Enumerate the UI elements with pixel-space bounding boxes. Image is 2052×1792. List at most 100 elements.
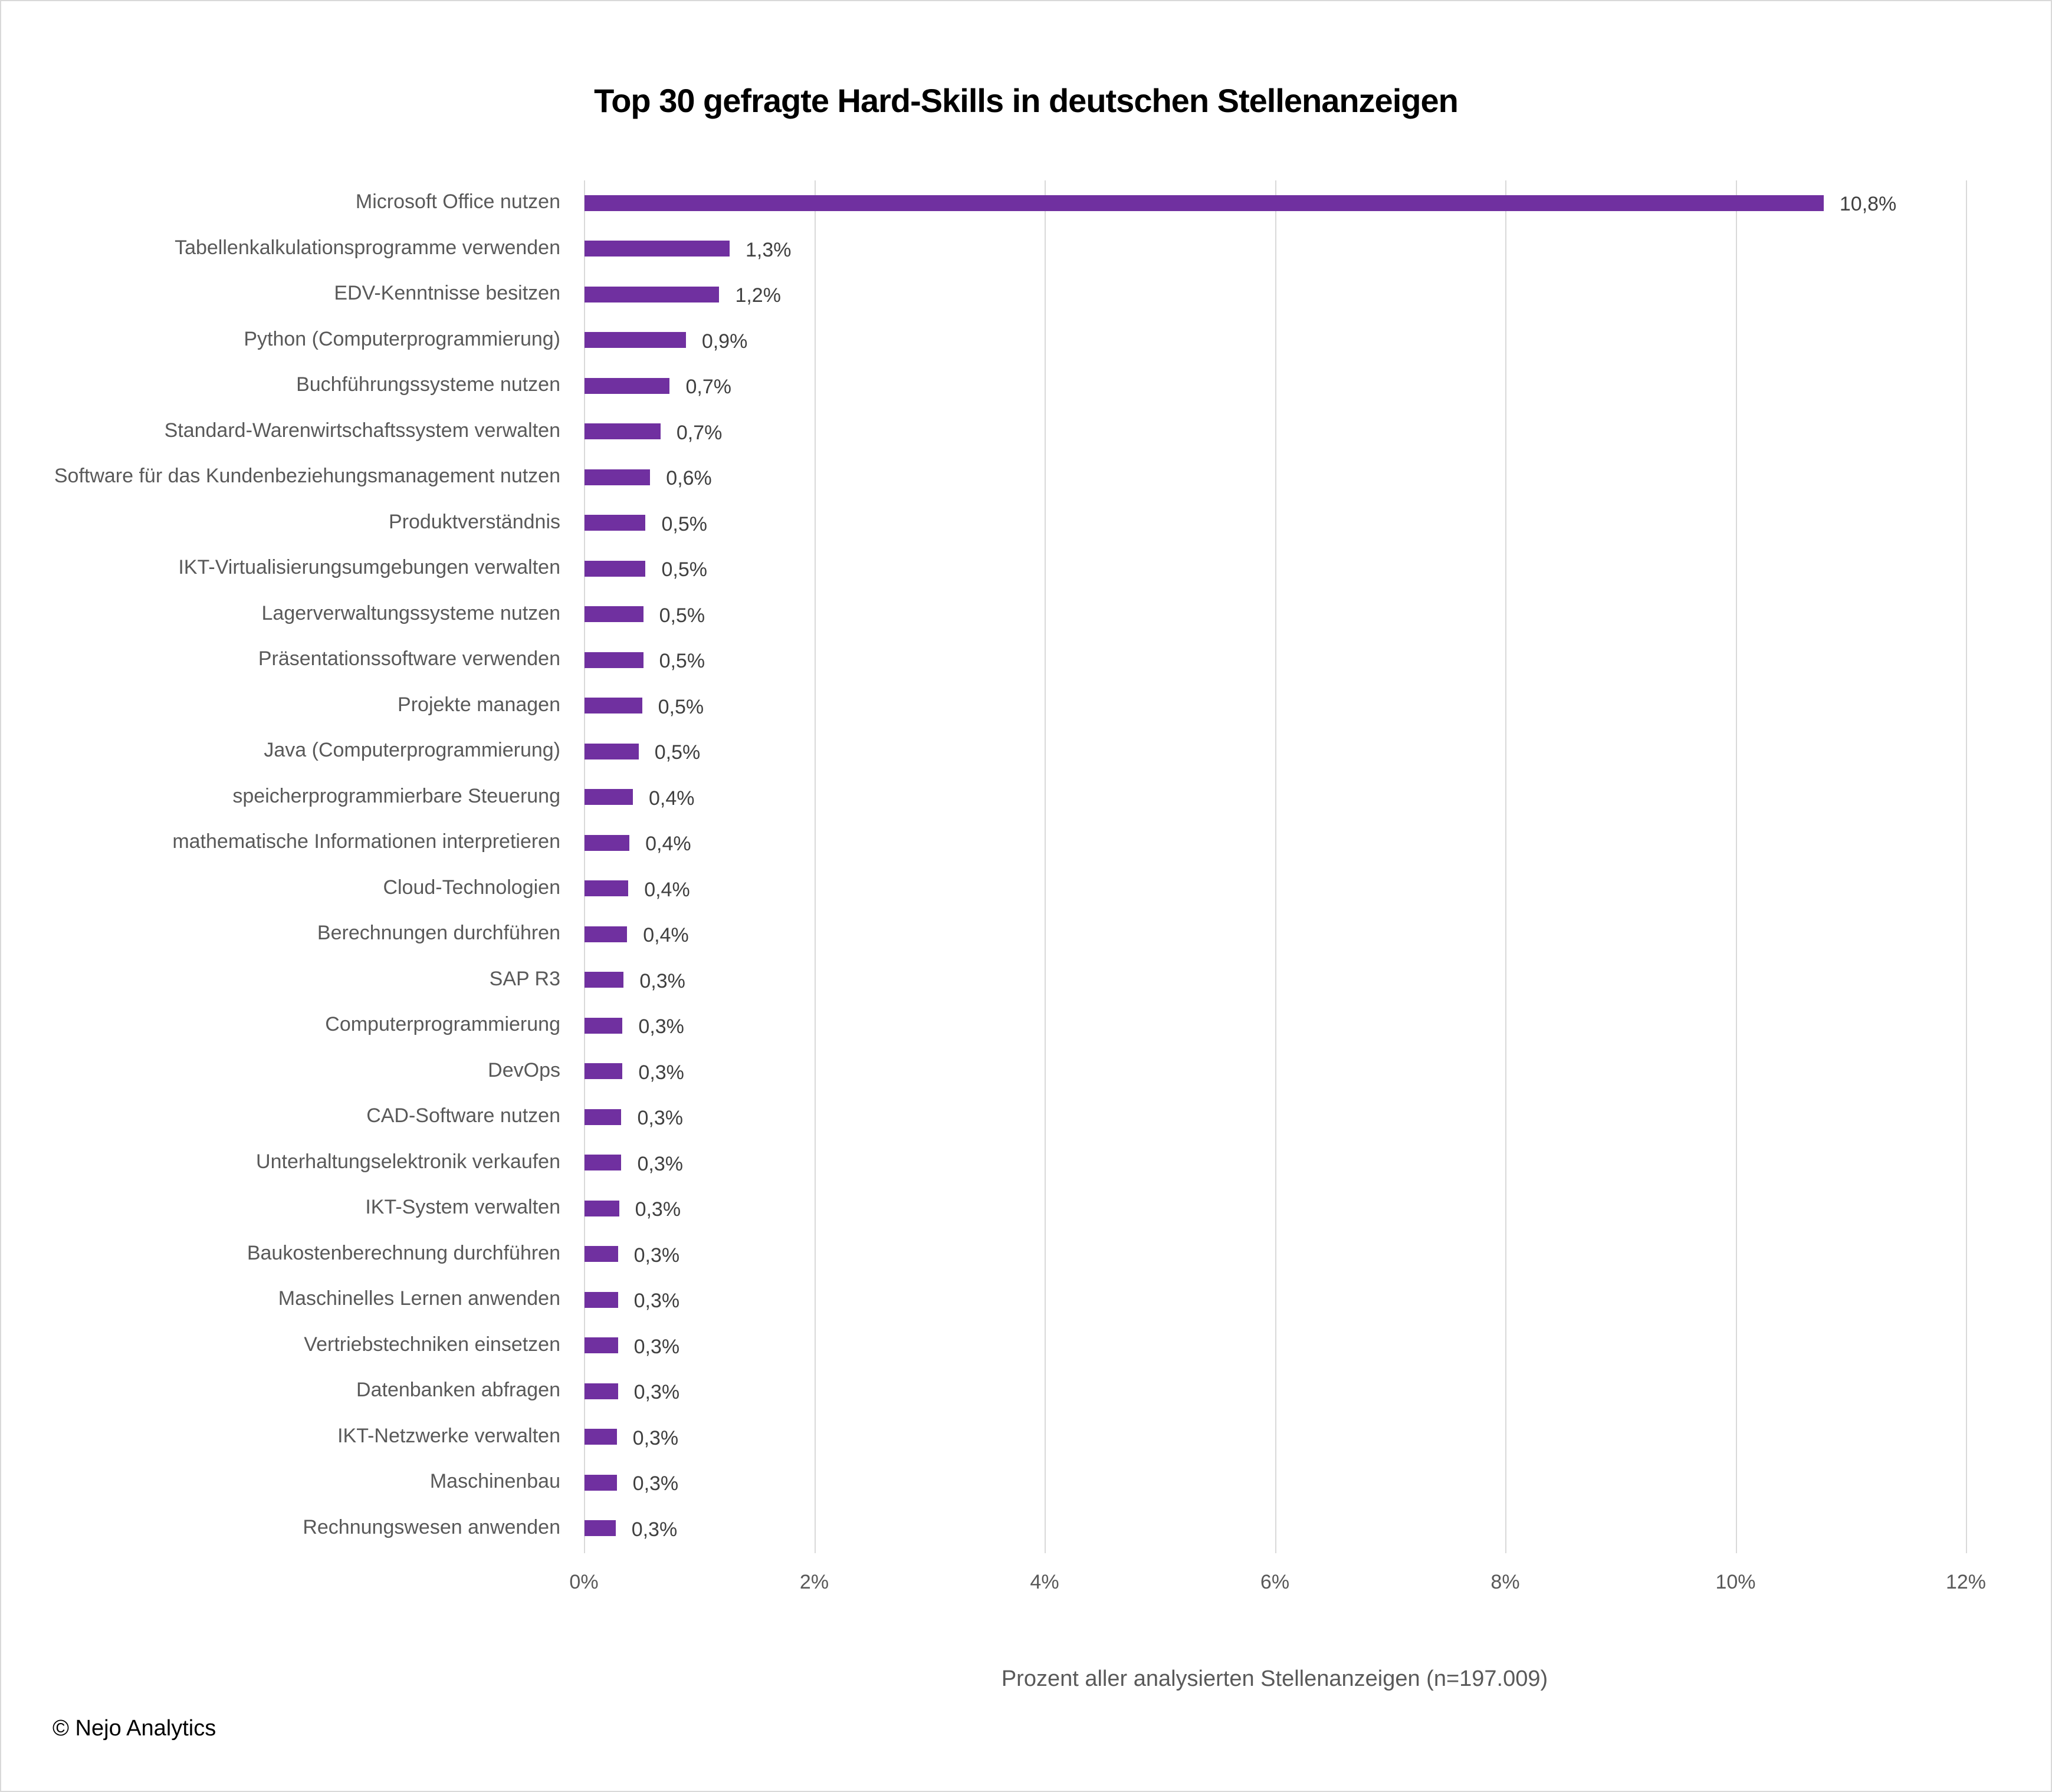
- gridline: [584, 180, 585, 1553]
- data-label: 0,5%: [659, 650, 705, 672]
- data-label: 0,5%: [659, 604, 705, 627]
- data-label: 0,9%: [701, 330, 748, 353]
- x-tick-label: 8%: [1490, 1571, 1520, 1593]
- data-label: 0,3%: [633, 1244, 680, 1267]
- category-label: IKT-Netzwerke verwalten: [337, 1424, 560, 1447]
- bar: [585, 1246, 618, 1262]
- category-label: Baukostenberechnung durchführen: [247, 1241, 560, 1264]
- data-label: 0,7%: [685, 376, 731, 398]
- category-label: Python (Computerprogrammierung): [244, 327, 560, 350]
- category-label: Cloud-Technologien: [383, 876, 560, 899]
- category-label: EDV-Kenntnisse besitzen: [334, 282, 560, 304]
- bar: [585, 423, 661, 439]
- copyright-notice: © Nejo Analytics: [52, 1716, 216, 1741]
- bar: [585, 972, 624, 988]
- bar: [585, 1383, 618, 1399]
- category-label: Datenbanken abfragen: [356, 1379, 560, 1401]
- category-label: Java (Computerprogrammierung): [264, 739, 560, 761]
- bar: [585, 1109, 622, 1125]
- bar: [585, 241, 730, 257]
- data-label: 0,3%: [637, 1152, 683, 1175]
- category-label: Vertriebstechniken einsetzen: [304, 1333, 560, 1356]
- plot-area: Microsoft Office nutzen 10,8% Tabellenkalk…: [54, 180, 1967, 1553]
- bar: [585, 698, 642, 713]
- category-label: IKT-Virtualisierungsumgebungen verwalten: [178, 556, 560, 578]
- bar: [585, 469, 651, 485]
- bar: [585, 1155, 622, 1170]
- bar: [585, 1291, 618, 1308]
- data-label: 0,3%: [633, 1290, 680, 1312]
- category-label: Lagerverwaltungssysteme nutzen: [261, 601, 561, 624]
- gridline: [1045, 180, 1046, 1553]
- data-label: 0,5%: [658, 695, 704, 718]
- category-label: Computerprogrammierung: [325, 1013, 560, 1035]
- bar: [585, 1520, 616, 1536]
- data-label: 0,3%: [633, 1335, 680, 1358]
- bar: [585, 1063, 623, 1079]
- category-label: IKT-System verwalten: [365, 1196, 560, 1218]
- category-label: mathematische Informationen interpretier…: [172, 830, 560, 853]
- category-label: Buchführungssysteme nutzen: [296, 373, 560, 396]
- data-label: 0,5%: [661, 512, 707, 535]
- gridline: [1735, 180, 1737, 1553]
- data-label: 0,3%: [632, 1426, 679, 1449]
- data-label: 0,3%: [638, 1061, 684, 1084]
- category-label: Standard-Warenwirtschaftssystem verwalte…: [164, 419, 560, 442]
- data-label: 0,4%: [645, 833, 691, 855]
- bar: [585, 515, 646, 531]
- gridline: [1966, 180, 1967, 1553]
- bar: [585, 286, 720, 302]
- category-label: Maschinenbau: [429, 1470, 560, 1492]
- data-label: 0,5%: [661, 558, 707, 581]
- gridline: [814, 180, 816, 1553]
- category-label: Tabellenkalkulationsprogramme verwenden: [175, 236, 560, 259]
- gridline: [1505, 180, 1506, 1553]
- bar: [585, 560, 646, 577]
- x-tick-label: 6%: [1260, 1571, 1290, 1593]
- category-label: Maschinelles Lernen anwenden: [278, 1287, 560, 1310]
- bar: [585, 1200, 619, 1216]
- bar: [585, 743, 639, 759]
- data-label: 0,3%: [639, 969, 685, 992]
- gridline: [1275, 180, 1276, 1553]
- data-label: 0,4%: [644, 878, 690, 901]
- data-label: 0,3%: [638, 1015, 684, 1038]
- x-tick-label: 4%: [1030, 1571, 1059, 1593]
- data-label: 0,3%: [635, 1198, 681, 1221]
- bar: [585, 1474, 617, 1491]
- bar: [585, 880, 629, 896]
- x-tick-label: 12%: [1945, 1571, 1987, 1593]
- data-label: 0,6%: [666, 467, 712, 489]
- x-tick-label: 2%: [799, 1571, 829, 1593]
- data-label: 1,3%: [746, 238, 792, 261]
- category-label: SAP R3: [489, 967, 560, 990]
- data-label: 1,2%: [735, 284, 781, 307]
- bar: [585, 606, 643, 622]
- category-label: Berechnungen durchführen: [317, 922, 560, 944]
- data-label: 0,3%: [631, 1518, 678, 1541]
- data-label: 0,7%: [676, 421, 723, 444]
- data-label: 0,4%: [649, 787, 695, 810]
- category-label: Produktverständnis: [388, 510, 560, 533]
- bar: [585, 332, 686, 348]
- category-label: Rechnungswesen anwenden: [303, 1515, 560, 1538]
- category-label: Microsoft Office nutzen: [355, 190, 560, 213]
- category-label: Präsentationssoftware verwenden: [258, 647, 560, 670]
- bar: [585, 789, 633, 805]
- bar: [585, 377, 670, 394]
- category-label: DevOps: [488, 1058, 560, 1081]
- data-label: 0,3%: [633, 1381, 680, 1403]
- category-label: Software für das Kundenbeziehungsmanagem…: [54, 465, 560, 487]
- data-label: 10,8%: [1839, 193, 1897, 215]
- data-label: 0,4%: [643, 924, 689, 946]
- bar: [585, 1017, 623, 1034]
- x-axis-title: Prozent aller analysierten Stellenanzeig…: [1001, 1666, 1548, 1691]
- data-label: 0,5%: [654, 741, 701, 764]
- category-label: Unterhaltungselektronik verkaufen: [256, 1150, 560, 1173]
- bar: [585, 1337, 618, 1353]
- bar: [585, 195, 1824, 211]
- bar: [585, 652, 643, 668]
- bar: [585, 834, 630, 851]
- chart-title: Top 30 gefragte Hard-Skills in deutschen…: [594, 82, 1459, 119]
